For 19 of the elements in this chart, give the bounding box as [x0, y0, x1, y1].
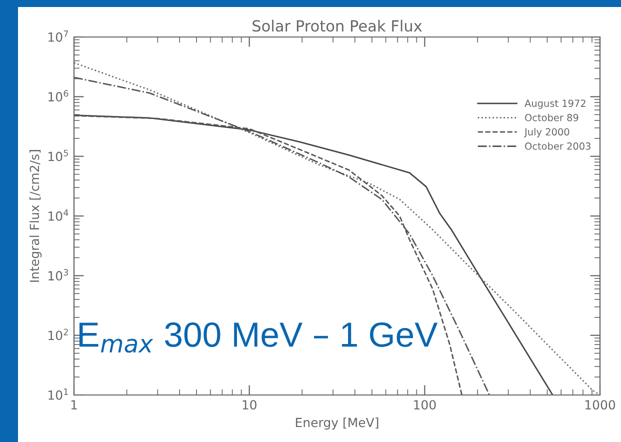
x-tick-label: 100: [414, 400, 436, 410]
x-tick-label: 1: [71, 400, 77, 410]
legend-label: July 2000: [524, 128, 570, 138]
y-tick-label: 10$^{3}$: [48, 269, 68, 280]
y-tick-label: 10$^{2}$: [48, 328, 68, 340]
y-tick-label: 10$^{1}$: [48, 388, 68, 400]
y-tick-label: 10$^{7}$: [48, 30, 68, 42]
chart-title: Solar Proton Peak Flux: [252, 20, 422, 32]
legend-label: October 89: [525, 114, 578, 122]
y-tick-label: 10$^{4}$: [48, 210, 68, 221]
legend-label: August 1972: [524, 100, 586, 109]
legend-label: October 2003: [525, 142, 590, 150]
y-axis-title: Integral Flux [/cm2/s]: [29, 150, 42, 282]
y-tick-label: 10$^{6}$: [48, 90, 68, 102]
annotation: E$_{max}$ 300 MeV – 1 GeV: [79, 322, 438, 353]
x-tick-label: 1000: [585, 400, 616, 410]
x-axis-title: Energy [MeV]: [296, 418, 378, 430]
x-tick-label: 10: [242, 400, 256, 410]
y-tick-label: 10$^{5}$: [48, 150, 68, 162]
